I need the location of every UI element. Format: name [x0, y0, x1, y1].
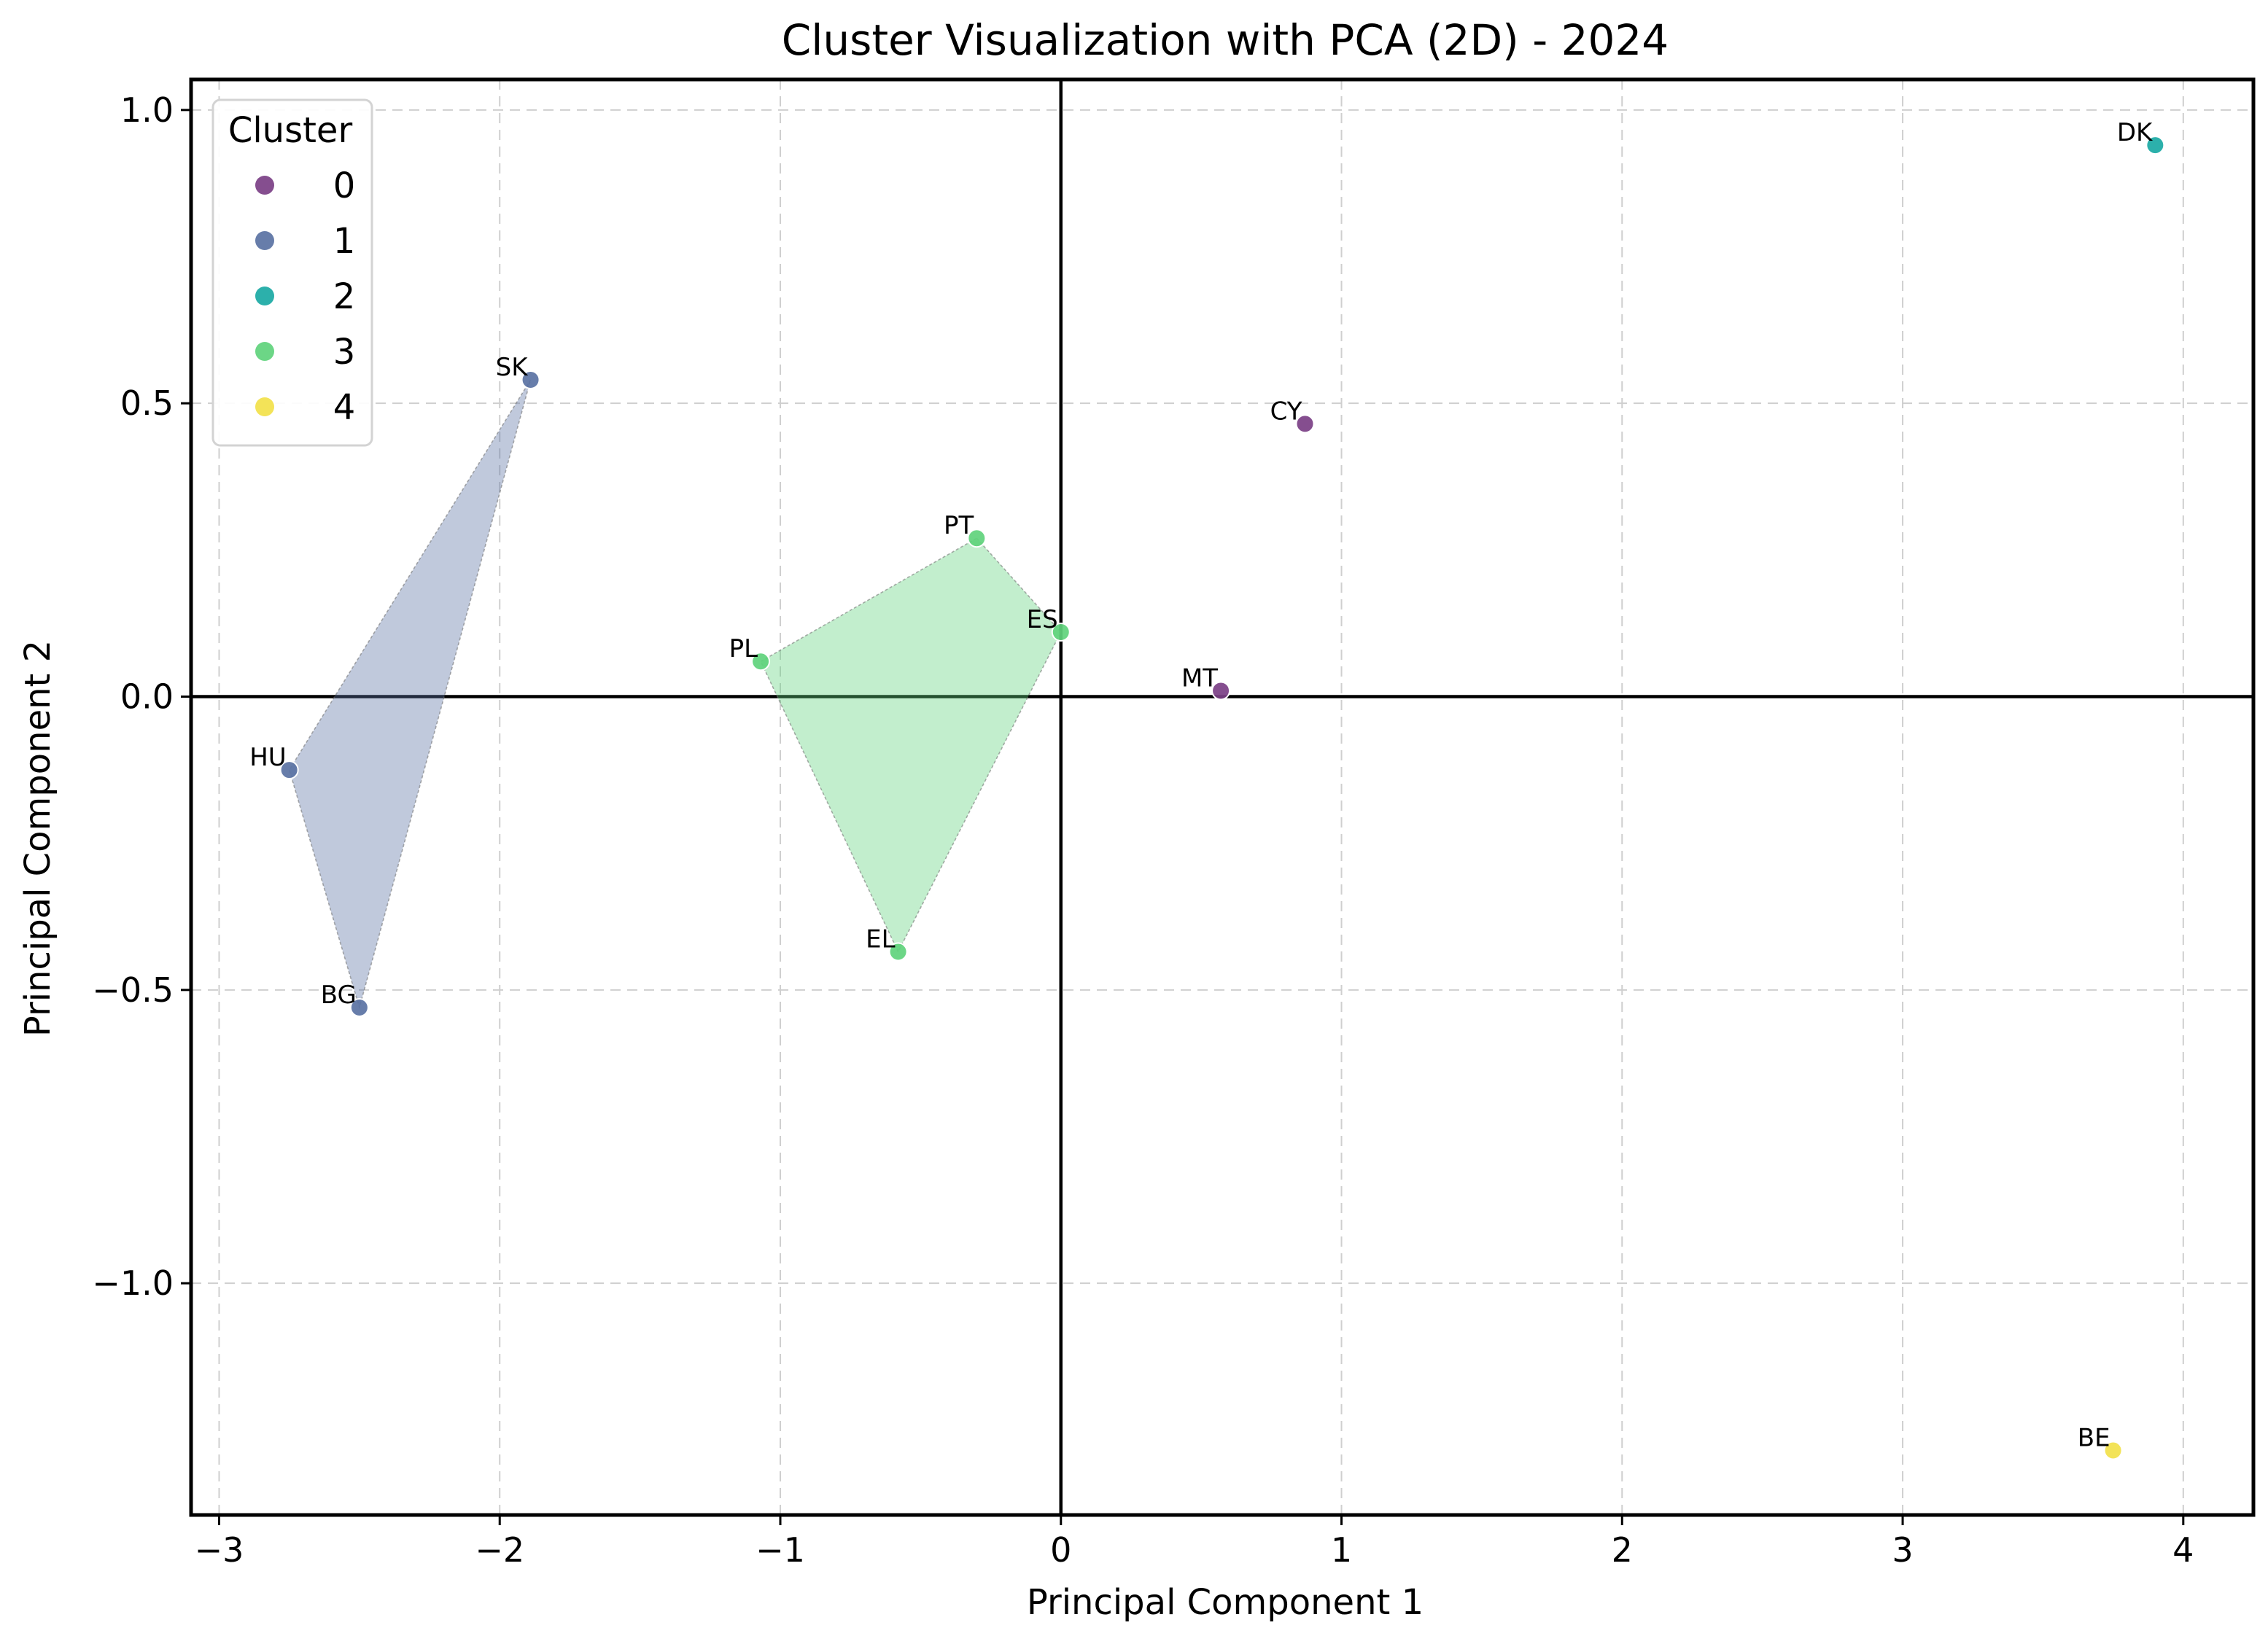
point-label-sk: SK	[496, 353, 529, 382]
point-pl	[751, 652, 771, 671]
chart-title: Cluster Visualization with PCA (2D) - 20…	[782, 15, 1669, 65]
cluster-3-hull	[760, 537, 1062, 954]
point-label-be: BE	[2078, 1423, 2110, 1452]
point-mt	[1211, 681, 1231, 701]
point-sk	[521, 370, 540, 389]
y-tick-label-0: −1.0	[92, 1263, 174, 1303]
point-label-el: EL	[866, 925, 895, 954]
point-label-pl: PL	[729, 634, 758, 663]
legend: Cluster 0 1 2 3 4	[211, 98, 373, 447]
plot-frame	[189, 77, 2256, 1517]
legend-box	[211, 98, 373, 447]
legend-marker-1	[255, 231, 274, 250]
point-es	[1051, 622, 1071, 642]
legend-marker-3	[255, 342, 274, 361]
x-tick-label-1: −2	[475, 1530, 524, 1570]
y-tick-label-3: 0.5	[120, 383, 174, 423]
x-tick-label-3: 0	[1050, 1530, 1071, 1570]
y-axis-label: Principal Component 2	[18, 640, 58, 1037]
point-el	[888, 942, 908, 962]
point-label-mt: MT	[1181, 663, 1218, 693]
point-label-cy: CY	[1270, 397, 1302, 426]
x-tick-label-0: −3	[195, 1530, 244, 1570]
point-labels: DK SK CY PT ES PL MT HU EL BG BE	[249, 118, 2154, 1452]
legend-label-1: 1	[333, 221, 356, 262]
x-tick-label-4: 1	[1331, 1530, 1352, 1570]
point-hu	[279, 760, 299, 780]
data-points	[279, 136, 2165, 1460]
point-label-bg: BG	[321, 981, 357, 1010]
legend-label-4: 4	[333, 387, 356, 428]
point-pt	[967, 529, 987, 548]
legend-items: 0 1 2 3 4	[255, 165, 355, 428]
legend-label-3: 3	[333, 332, 356, 373]
legend-label-0: 0	[333, 165, 356, 206]
legend-marker-0	[255, 176, 274, 195]
x-tick-label-7: 4	[2172, 1530, 2194, 1570]
point-label-dk: DK	[2117, 118, 2154, 147]
legend-marker-4	[255, 397, 274, 416]
cluster-1-hull	[288, 379, 532, 1010]
point-bg	[349, 997, 369, 1017]
x-tick-label-6: 3	[1892, 1530, 1913, 1570]
y-tick-label-4: 1.0	[120, 90, 174, 130]
point-cy	[1295, 414, 1315, 434]
legend-title: Cluster	[228, 110, 353, 151]
point-label-es: ES	[1027, 605, 1058, 634]
legend-marker-2	[255, 287, 274, 305]
axes: −3 −2 −1 0 1 2 3 4 −1.0 −0.5 0.0 0.5 1.0	[92, 77, 2256, 1570]
point-be	[2103, 1441, 2123, 1460]
point-label-hu: HU	[249, 743, 286, 772]
point-dk	[2145, 136, 2165, 155]
x-axis-label: Principal Component 1	[1027, 1582, 1424, 1623]
x-tick-label-2: −1	[756, 1530, 805, 1570]
x-tick-label-5: 2	[1612, 1530, 1633, 1570]
legend-label-2: 2	[333, 276, 356, 317]
point-label-pt: PT	[944, 511, 974, 540]
y-tick-label-1: −0.5	[92, 970, 174, 1010]
cluster-hulls	[288, 379, 1062, 1010]
y-tick-label-2: 0.0	[120, 677, 174, 717]
